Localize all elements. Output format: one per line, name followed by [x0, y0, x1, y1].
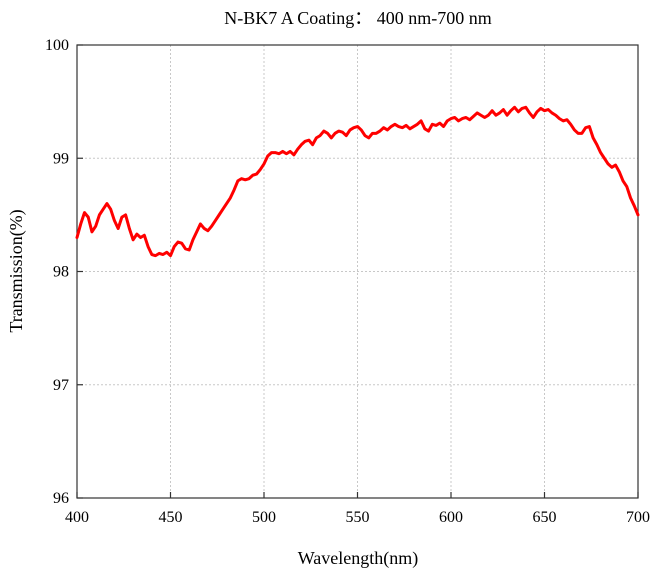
x-tick-label: 500	[252, 509, 276, 526]
y-tick-label: 98	[53, 264, 69, 281]
y-tick-label: 99	[53, 150, 69, 167]
grid-lines	[77, 45, 638, 498]
x-tick-label: 650	[533, 509, 557, 526]
x-tick-label: 700	[626, 509, 650, 526]
x-tick-label: 400	[65, 509, 89, 526]
y-axis-title: Transmission(%)	[6, 209, 27, 332]
y-tick-label: 100	[45, 37, 69, 54]
x-tick-labels: 400 450 500 550 600 650 700	[65, 509, 650, 526]
y-tick-label: 96	[53, 490, 69, 507]
x-tick-label: 600	[439, 509, 463, 526]
series-layer	[75, 105, 640, 258]
transmission-series-line	[75, 105, 640, 258]
x-tick-label: 550	[346, 509, 370, 526]
x-tick-label: 450	[159, 509, 183, 526]
y-tick-labels: 96 97 98 99 100	[45, 37, 69, 507]
axis-ticks	[76, 44, 639, 499]
chart-title: N-BK7 A Coating： 400 nm-700 nm	[224, 8, 492, 28]
y-tick-label: 97	[53, 377, 69, 394]
x-axis-title: Wavelength(nm)	[298, 548, 419, 569]
